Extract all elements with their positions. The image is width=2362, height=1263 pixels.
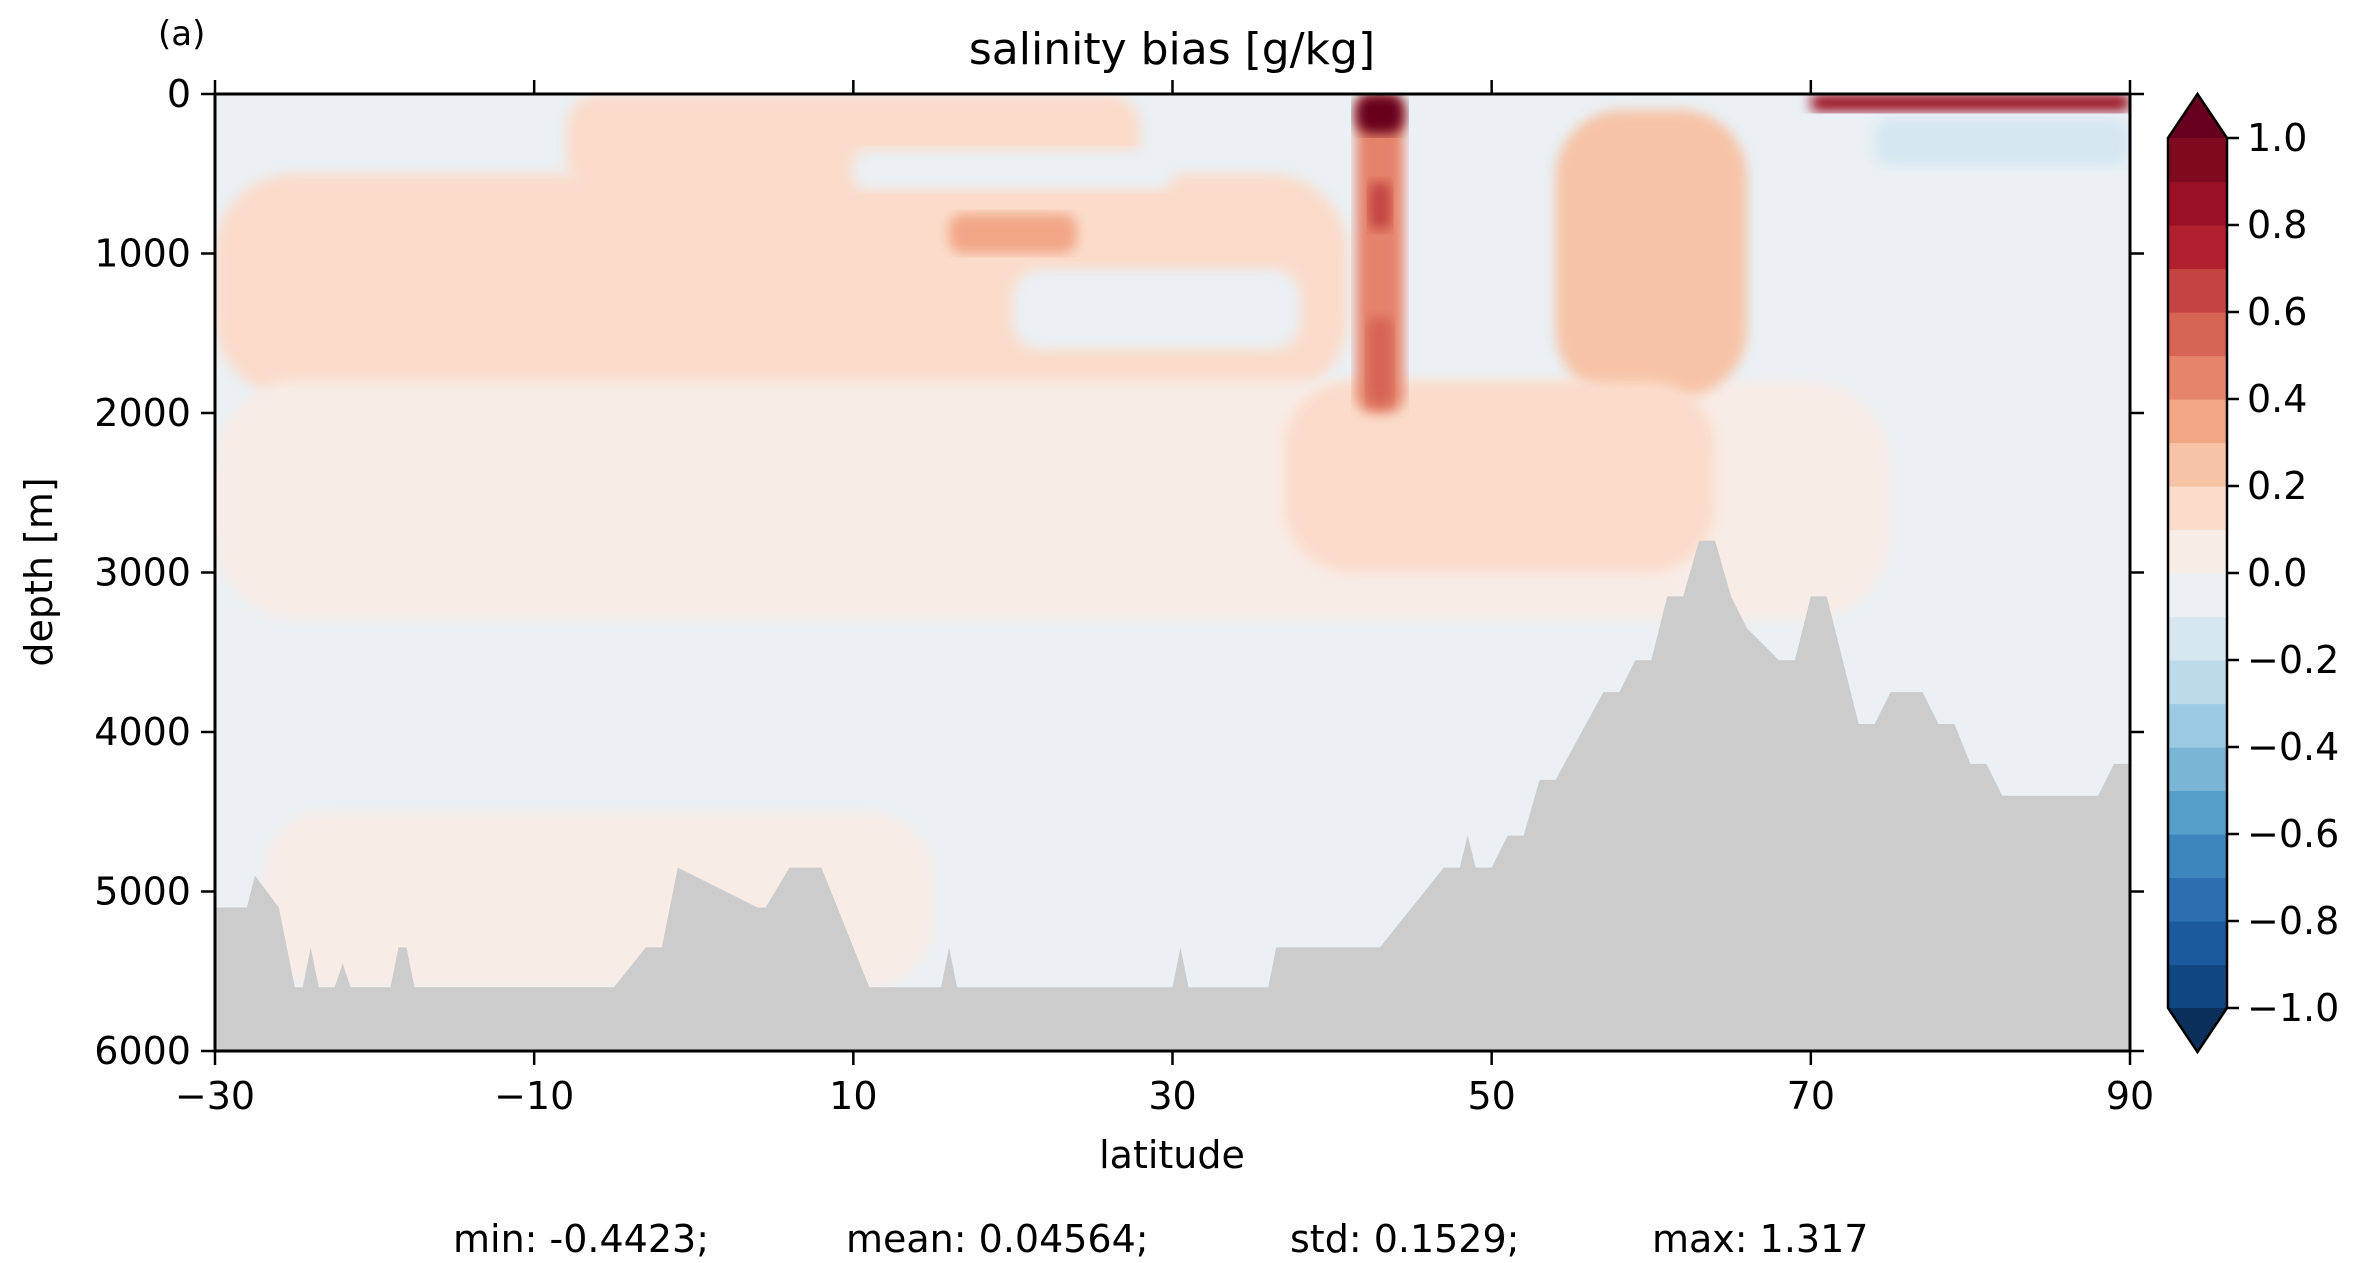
y-tick-label: 4000 [94,710,191,754]
bias-field [215,94,2130,1051]
bias-region-fresh-patch-mid [1012,269,1301,350]
x-tick-label: 90 [2106,1074,2154,1118]
colorbar-segment [2168,921,2227,966]
colorbar-segment [2168,660,2227,705]
bias-region-fresh-patch-shallow [853,149,1173,190]
colorbar-tick-label: −0.2 [2247,638,2339,682]
colorbar-segment [2168,181,2227,226]
colorbar-segment [2168,399,2227,444]
bias-region-subpolar-column [1555,109,1747,398]
colorbar-segment [2168,616,2227,661]
colorbar-segment [2168,529,2227,574]
panel-label: (a) [158,14,205,54]
chart-title: salinity bias [g/kg] [969,24,1375,75]
colorbar-tick-label: 0.6 [2247,290,2307,334]
y-tick-label: 1000 [94,232,191,276]
bias-region-intermediate-maximum [949,213,1077,254]
bias-region-surface-arctic [1810,94,2130,112]
x-tick-label: 50 [1467,1074,1515,1118]
colorbar-segment [2168,573,2227,618]
colorbar-segment [2168,225,2227,270]
stat-max: max: 1.317 [1652,1217,1868,1261]
colorbar-segment [2168,268,2227,313]
colorbar-tick-label: 0.8 [2247,203,2307,247]
colorbar-tick-label: −0.4 [2247,725,2339,769]
colorbar-tick-label: −0.8 [2247,899,2339,943]
colorbar-tick-label: 0.4 [2247,377,2307,421]
x-axis: −30 −10 10 30 50 70 90 [175,80,2154,1118]
x-tick-label: 10 [829,1074,877,1118]
colorbar-tick-label: −0.6 [2247,812,2339,856]
bathymetry-land [215,540,2130,1051]
bias-region-mixed-north [1284,381,1716,573]
stat-mean: mean: 0.04564; [846,1217,1149,1261]
bias-region-outflow-core-upper [1368,181,1392,230]
colorbar-segment [2168,703,2227,748]
stat-min: min: -0.4423; [453,1217,709,1261]
x-tick-label: 70 [1787,1074,1835,1118]
y-axis-label: depth [m] [17,477,61,666]
colorbar-tick-label: 0.0 [2247,551,2307,595]
colorbar-segment [2168,138,2227,183]
y-tick-label: 5000 [94,870,191,914]
colorbar-segment [2168,442,2227,487]
summary-statistics: min: -0.4423; mean: 0.04564; std: 0.1529… [453,1217,1868,1261]
y-tick-label: 2000 [94,391,191,435]
colorbar-segment [2168,747,2227,792]
y-tick-label: 6000 [94,1029,191,1073]
colorbar-segment [2168,486,2227,531]
colorbar-tick-label: 1.0 [2247,116,2307,160]
colorbar-extend-over [2168,94,2227,138]
colorbar: −1.0 −0.8 −0.6 −0.4 −0.2 0.0 0.2 0.4 0.6 0.8 1.0 [2166,91,2339,1055]
x-axis-label: latitude [1099,1133,1245,1177]
bias-region-fresh-patch-north [1874,117,2130,166]
bias-region-outflow-core-lower [1367,317,1393,406]
y-tick-label: 3000 [94,551,191,595]
x-tick-label: 30 [1148,1074,1196,1118]
colorbar-segment [2168,312,2227,357]
stat-std: std: 0.1529; [1290,1217,1519,1261]
x-tick-label: −10 [494,1074,574,1118]
colorbar-segment [2168,355,2227,400]
colorbar-segment [2168,877,2227,922]
bias-region-surface-strait [1356,94,1404,134]
y-tick-label: 0 [167,72,191,116]
x-tick-label: −30 [175,1074,255,1118]
colorbar-tick-label: 0.2 [2247,464,2307,508]
plot-area [213,92,2132,1053]
colorbar-segment [2168,834,2227,879]
colorbar-segment [2168,964,2227,1009]
y-axis: 0 1000 2000 3000 4000 5000 6000 [94,72,2144,1073]
colorbar-segment [2168,790,2227,835]
colorbar-tick-label: −1.0 [2247,986,2339,1030]
colorbar-extend-under [2168,1008,2227,1052]
